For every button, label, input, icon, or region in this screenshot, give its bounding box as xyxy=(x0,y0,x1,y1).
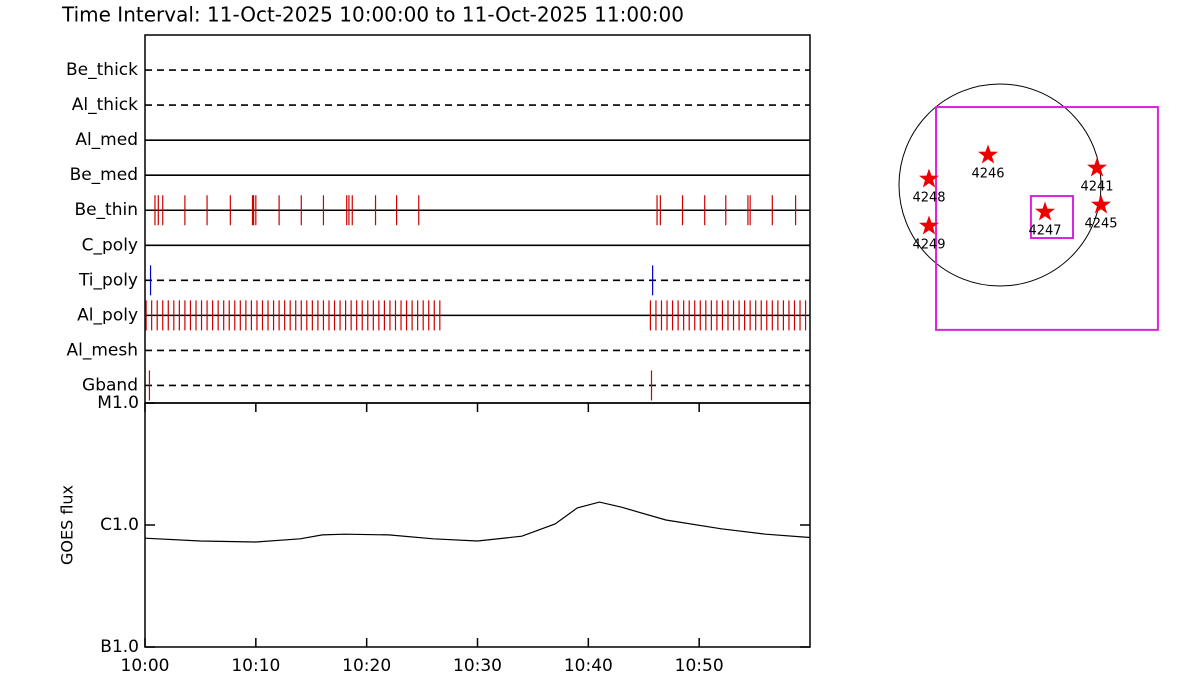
filter-label: Gband xyxy=(82,375,138,395)
filter-label: Be_med xyxy=(70,165,138,185)
region-star xyxy=(978,144,998,164)
solar-disk xyxy=(898,83,1102,287)
timeline-frame xyxy=(144,34,811,404)
y-axis-label: GOES flux xyxy=(58,485,77,565)
x-tick-label: 10:40 xyxy=(564,656,613,676)
fov-box xyxy=(1029,195,1075,240)
chart-title: Time Interval: 11-Oct-2025 10:00:00 to 1… xyxy=(61,3,684,27)
goes-frame xyxy=(144,402,811,648)
x-tick-label: 10:10 xyxy=(231,656,280,676)
region-label: 4241 xyxy=(1080,179,1113,194)
filter-label: Al_poly xyxy=(77,305,138,325)
filter-label: Al_thick xyxy=(72,95,138,115)
filter-label: C_poly xyxy=(82,235,138,255)
region-label: 4248 xyxy=(912,191,945,206)
region-star xyxy=(919,168,939,188)
y-tick-label: M1.0 xyxy=(97,393,139,413)
filter-label: Be_thick xyxy=(66,60,138,80)
x-tick-label: 10:20 xyxy=(342,656,391,676)
filter-label: Ti_poly xyxy=(78,270,138,290)
y-tick-label: B1.0 xyxy=(100,637,139,657)
region-label: 4246 xyxy=(971,167,1004,182)
region-label: 4249 xyxy=(912,238,945,253)
x-tick-label: 10:50 xyxy=(675,656,724,676)
region-star xyxy=(1035,201,1055,221)
fov-box xyxy=(935,106,1159,331)
filter-label: Be_thin xyxy=(74,200,138,220)
region-star xyxy=(1091,194,1111,214)
x-tick-label: 10:00 xyxy=(121,656,170,676)
goes-curve xyxy=(144,501,811,543)
filter-label: Al_med xyxy=(75,130,138,150)
filter-label: Al_mesh xyxy=(66,340,138,360)
x-tick-label: 10:30 xyxy=(453,656,502,676)
region-label: 4245 xyxy=(1084,216,1117,231)
y-tick-label: C1.0 xyxy=(100,515,139,535)
region-star xyxy=(919,215,939,235)
region-label: 4247 xyxy=(1028,224,1061,239)
region-star xyxy=(1087,157,1107,177)
